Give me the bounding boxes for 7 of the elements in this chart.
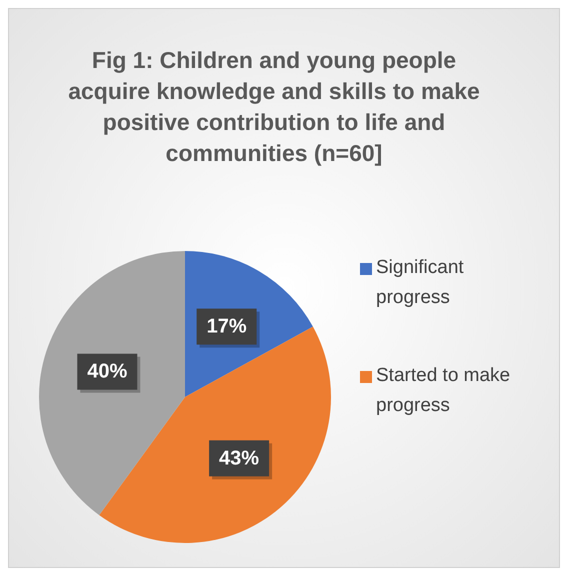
pie-slice [39, 251, 185, 516]
legend-label: Significant progress [376, 257, 464, 308]
data-label: 17% [206, 316, 247, 338]
data-label: 40% [87, 360, 128, 383]
legend-label: Started to make progress [376, 365, 510, 416]
chart-title: Fig 1: Children and young people acquire knowledge and skills to make positive contribution to life and communities (n=60] [68, 47, 480, 166]
data-label: 43% [219, 447, 260, 470]
